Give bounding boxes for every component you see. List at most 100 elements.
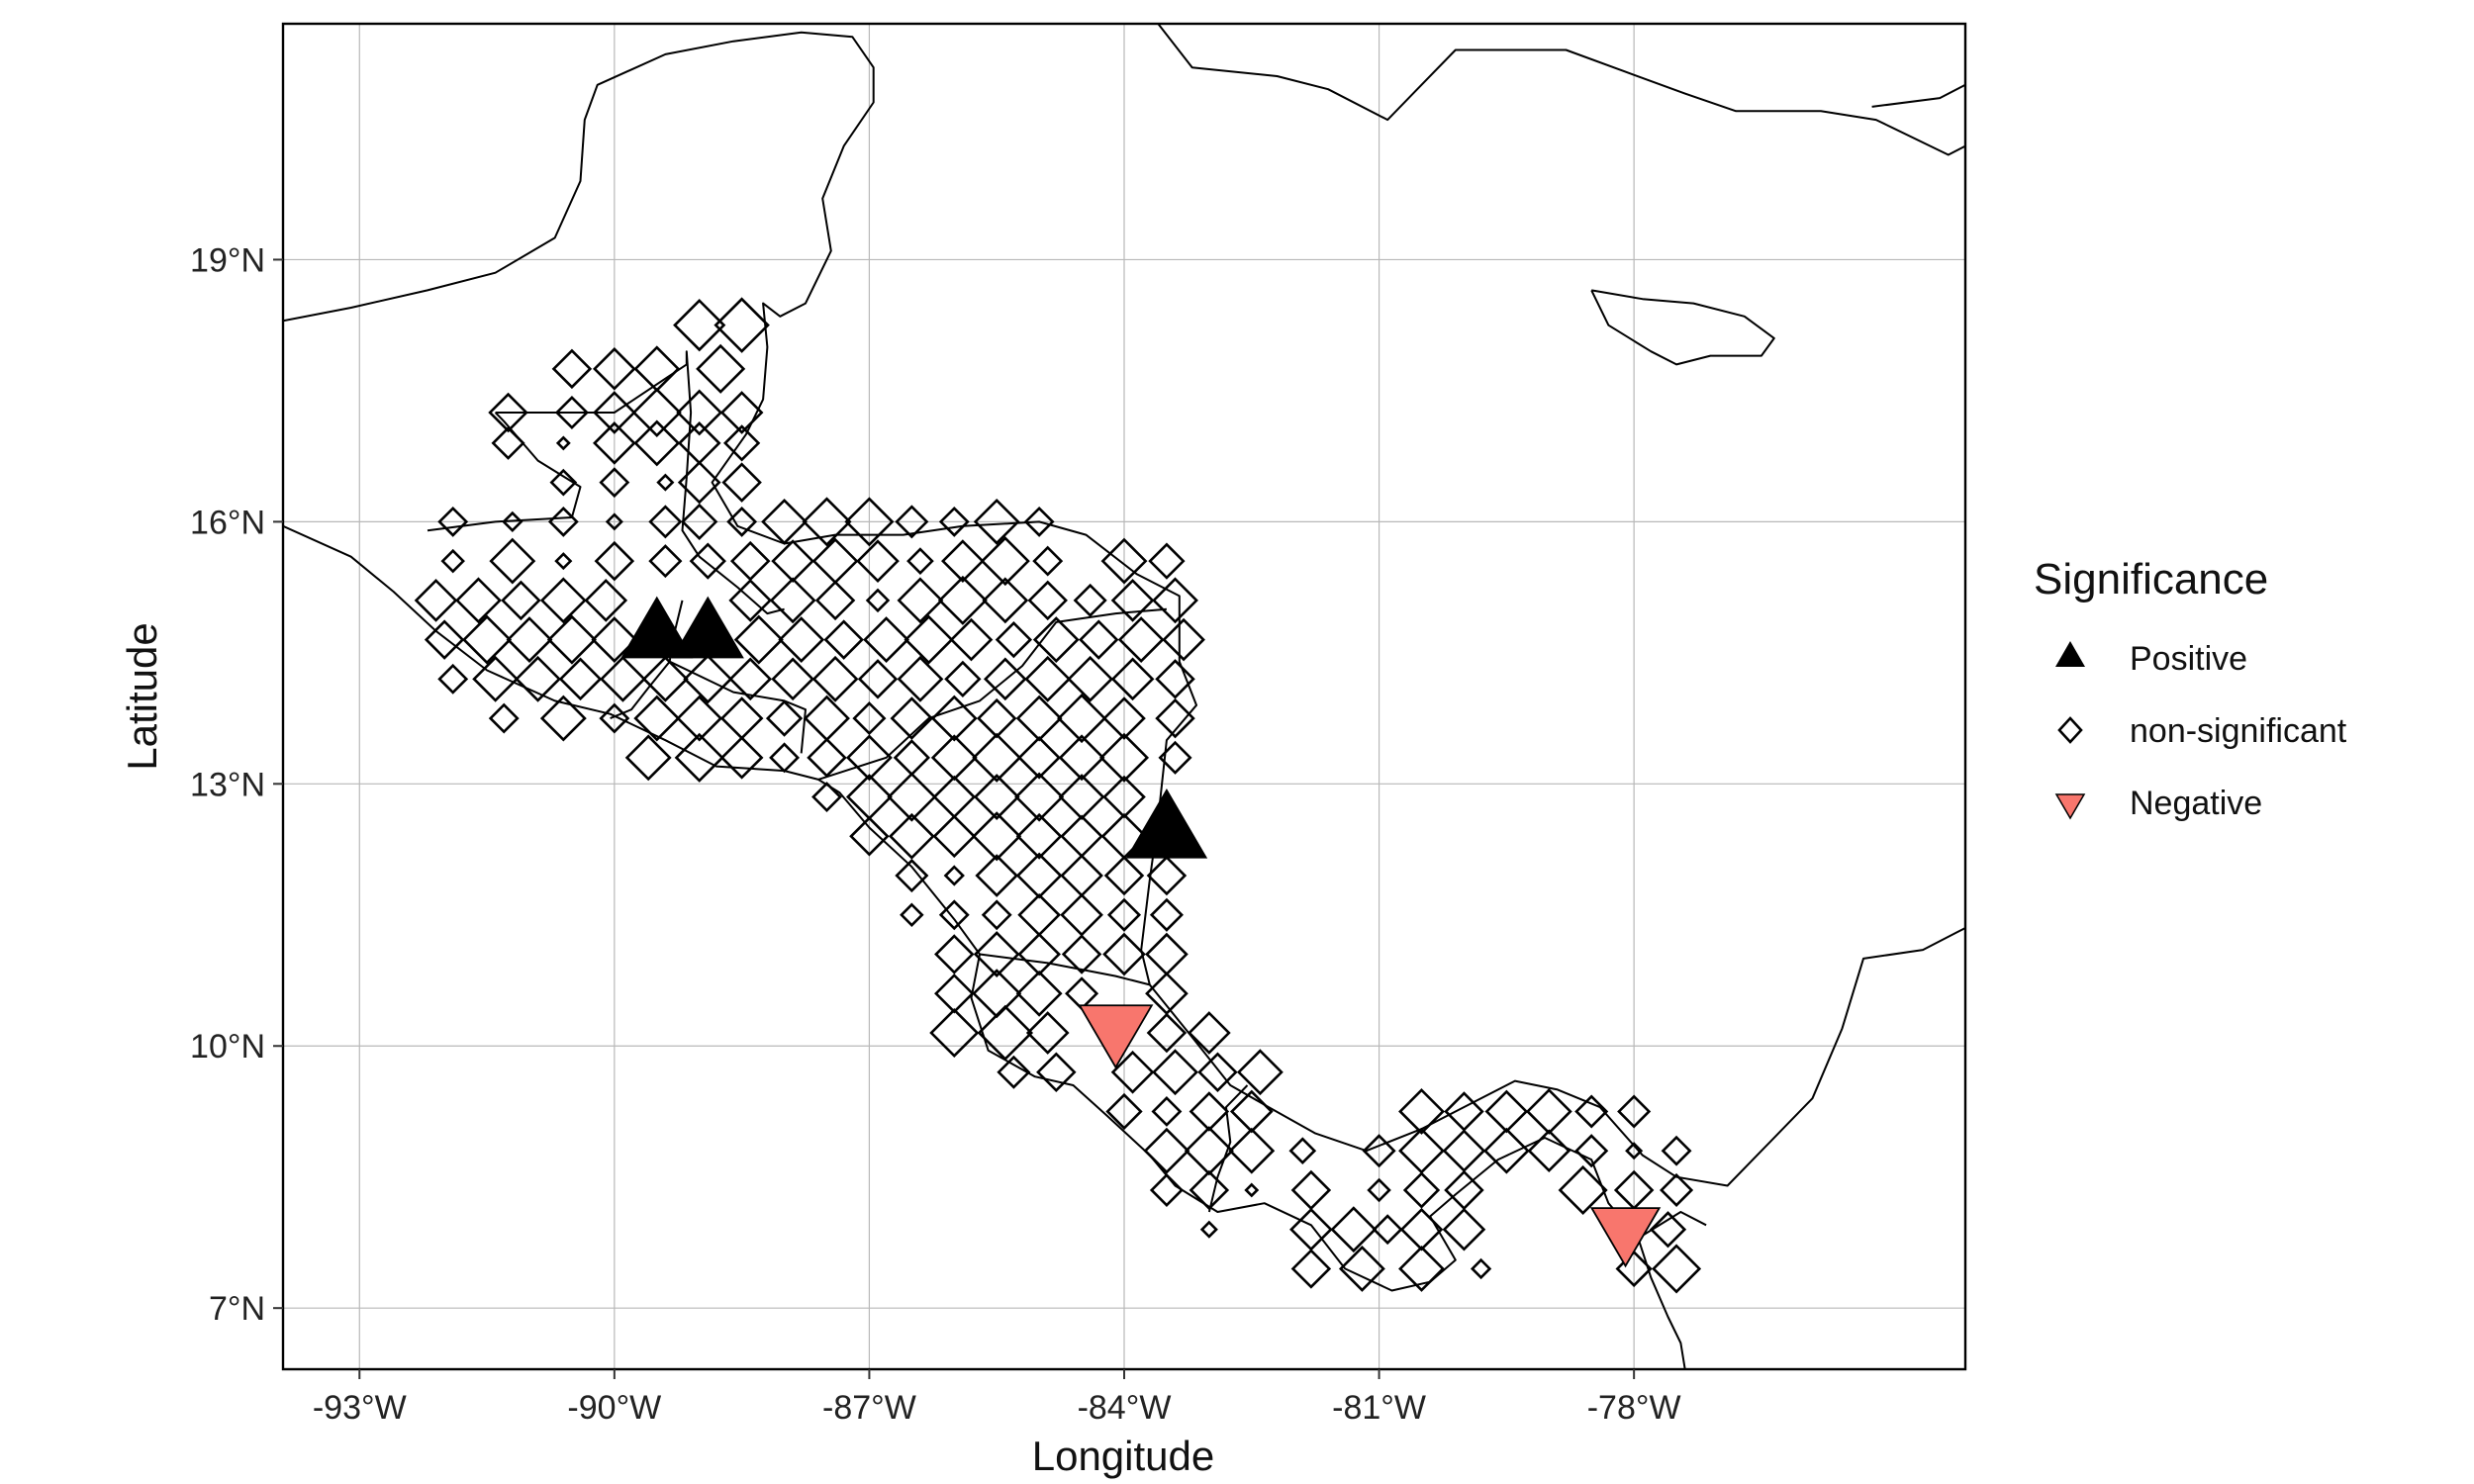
non-significant-point-124 — [845, 734, 893, 782]
non-significant-point-68 — [1152, 577, 1198, 624]
non-significant-point-40 — [594, 540, 635, 582]
non-significant-point-55 — [501, 580, 541, 621]
non-significant-point-1 — [593, 346, 636, 391]
non-significant-point-34 — [938, 506, 970, 537]
positive-point-2 — [1125, 788, 1208, 859]
non-significant-point-127 — [972, 732, 1022, 783]
non-significant-point-22 — [721, 462, 762, 503]
non-significant-point-4 — [714, 297, 770, 353]
non-significant-point-139 — [1102, 775, 1146, 819]
non-significant-point-136 — [973, 774, 1020, 820]
non-significant-point-39 — [554, 552, 573, 571]
non-significant-point-98 — [983, 657, 1027, 701]
x-axis-ticks: -93°W -90°W -87°W -84°W -81°W -78°W — [313, 1369, 1681, 1427]
y-tick-label-1: 10°N — [190, 1028, 265, 1066]
non-significant-point-71 — [506, 616, 553, 664]
non-significant-point-7 — [554, 395, 589, 430]
x-tick-label-0: -93°W — [313, 1389, 407, 1427]
non-significant-point-137 — [1014, 772, 1065, 822]
non-significant-point-86 — [472, 655, 520, 702]
non-significant-point-122 — [769, 742, 801, 774]
non-significant-point-80 — [995, 620, 1033, 659]
non-significant-point-155 — [938, 899, 970, 931]
non-significant-point-38 — [489, 537, 536, 585]
coastline-2 — [1090, 24, 1965, 156]
non-significant-point-50 — [1032, 545, 1064, 577]
non-significant-point-37 — [440, 548, 465, 574]
non-significant-point-204 — [1661, 1135, 1692, 1166]
non-significant-point-150 — [1015, 852, 1063, 899]
non-significant-point-144 — [1015, 812, 1063, 860]
non-significant-point-179 — [1110, 1050, 1155, 1094]
non-significant-point-163 — [1017, 932, 1061, 976]
non-significant-point-217 — [1330, 1206, 1378, 1253]
non-significant-point-31 — [802, 497, 852, 547]
non-significant-point-112 — [890, 696, 934, 740]
non-significant-point-182 — [1236, 1049, 1284, 1096]
border-2 — [610, 661, 671, 720]
non-significant-point-164 — [1061, 934, 1102, 974]
non-significant-point-48 — [941, 539, 985, 583]
non-significant-point-15 — [633, 419, 681, 467]
non-significant-point-62 — [897, 577, 944, 624]
non-significant-point-66 — [1073, 583, 1107, 617]
non-significant-point-215 — [1199, 1220, 1218, 1239]
non-significant-point-140 — [849, 816, 890, 857]
non-significant-point-214 — [1660, 1172, 1694, 1207]
border-7 — [1207, 1084, 1249, 1213]
non-significant-point-180 — [1152, 1049, 1198, 1096]
non-significant-point-81 — [1032, 616, 1080, 664]
non-significant-point-154 — [900, 902, 924, 928]
non-significant-point-61 — [865, 588, 891, 613]
non-significant-point-70 — [462, 614, 513, 665]
non-significant-point-82 — [1079, 619, 1119, 660]
non-significant-point-159 — [1106, 897, 1142, 932]
non-significant-point-30 — [761, 498, 809, 545]
non-significant-point-126 — [930, 734, 978, 782]
non-significant-point-107 — [676, 695, 723, 742]
non-significant-point-221 — [1649, 1211, 1687, 1249]
non-significant-point-17 — [722, 424, 761, 462]
non-significant-point-63 — [937, 575, 988, 625]
non-significant-point-104 — [539, 695, 587, 742]
non-significant-point-100 — [1067, 655, 1114, 702]
legend-non-significant-label: non-significant — [2130, 712, 2347, 750]
non-significant-point-123 — [807, 737, 847, 779]
x-axis-title: Longitude — [1032, 1433, 1215, 1479]
non-significant-point-176 — [1188, 1011, 1231, 1055]
non-significant-point-121 — [719, 735, 764, 780]
non-significant-point-47 — [906, 547, 934, 575]
non-significant-point-115 — [1015, 695, 1063, 742]
gridlines — [283, 24, 1965, 1369]
non-significant-point-206 — [1189, 1169, 1230, 1211]
non-significant-point-129 — [1058, 734, 1105, 782]
positive-point-0 — [620, 596, 694, 659]
non-significant-point-65 — [1027, 580, 1068, 621]
non-significant-point-219 — [1399, 1207, 1444, 1252]
non-significant-point-54 — [455, 577, 502, 624]
legend-positive-symbol — [2055, 641, 2085, 667]
non-significant-point-92 — [728, 657, 773, 701]
non-significant-point-197 — [1362, 1134, 1396, 1168]
non-significant-point-99 — [1024, 655, 1072, 702]
non-significant-point-95 — [857, 659, 899, 699]
non-significant-point-102 — [1155, 659, 1195, 699]
non-significant-point-74 — [733, 614, 784, 665]
data-points — [414, 297, 1702, 1294]
non-significant-point-41 — [648, 544, 683, 579]
non-significant-point-93 — [771, 657, 814, 701]
non-significant-point-160 — [1149, 897, 1184, 932]
non-significant-point-51 — [1100, 537, 1148, 585]
non-significant-point-120 — [674, 732, 724, 783]
non-significant-point-128 — [1017, 735, 1061, 780]
non-significant-point-142 — [932, 814, 977, 859]
non-significant-point-130 — [1098, 732, 1150, 783]
legend-negative-label: Negative — [2130, 785, 2262, 822]
x-tick-label-1: -90°W — [567, 1389, 661, 1427]
non-significant-point-75 — [778, 616, 825, 664]
non-significant-point-131 — [1158, 740, 1192, 775]
non-significant-point-224 — [1398, 1246, 1445, 1292]
legend-positive-label: Positive — [2130, 640, 2247, 678]
non-significant-point-148 — [943, 865, 965, 886]
